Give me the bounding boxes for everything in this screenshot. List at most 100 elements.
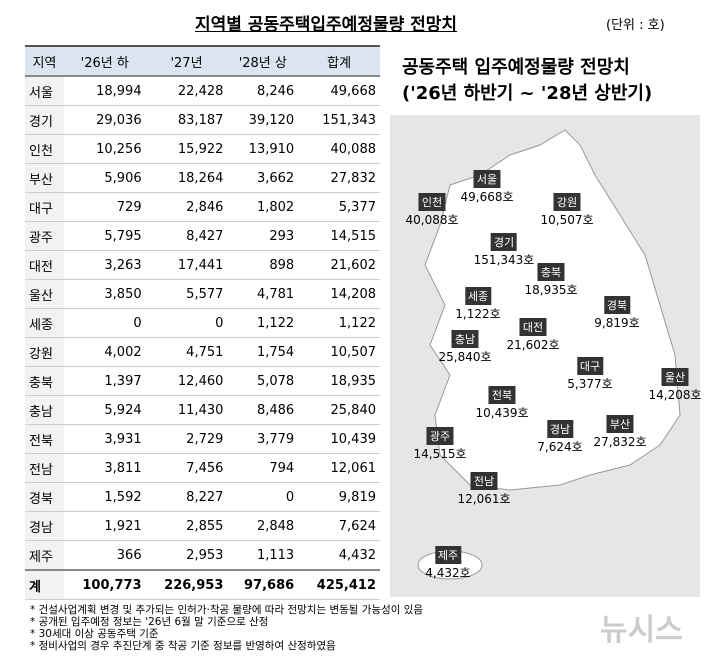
- row: 서울 18,994 22,428 8,246 49,668: [25, 76, 380, 106]
- cell: 1,754: [227, 337, 299, 367]
- cell: 14,208: [298, 279, 380, 309]
- cell: 전북: [25, 424, 64, 454]
- row: 인천 10,256 15,922 13,910 40,088: [25, 134, 380, 164]
- cell: 18,264: [145, 163, 228, 193]
- column-header: '26년 하: [63, 46, 146, 77]
- row: 충북 1,397 12,460 5,078 18,935: [25, 366, 380, 396]
- cell: 2,855: [145, 511, 228, 541]
- map-label: 광주 14,515호: [413, 427, 467, 462]
- cell: 8,427: [145, 221, 228, 251]
- cell: 0: [227, 482, 299, 512]
- cell: 5,795: [63, 221, 146, 251]
- cell: 2,848: [227, 511, 299, 541]
- cell: 1,113: [227, 540, 299, 571]
- map-label: 울산 14,208호: [648, 368, 702, 403]
- map-title: 공동주택 입주예정물량 전망치: [402, 57, 630, 78]
- row: 대전 3,263 17,441 898 21,602: [25, 250, 380, 280]
- cell: 12,460: [145, 366, 228, 396]
- region-value: 10,507호: [540, 213, 594, 227]
- table: 지역 '26년 하 '27년 '28년 상 합계 서울 18,994 22,428 8,246 4…: [25, 45, 380, 600]
- cell: 1,592: [63, 482, 146, 512]
- region-name: 대전: [519, 318, 547, 336]
- region-name: 충남: [451, 330, 479, 348]
- cell: 충남: [25, 395, 64, 425]
- region-value: 25,840호: [438, 350, 492, 364]
- cell: 40,088: [298, 134, 380, 164]
- map-label: 강원 10,507호: [540, 193, 594, 228]
- column-header: 지역: [25, 46, 64, 77]
- cell: 5,078: [227, 366, 299, 396]
- row: 세종 0 0 1,122 1,122: [25, 308, 380, 338]
- cell: 부산: [25, 163, 64, 193]
- cell: 226,953: [145, 570, 228, 600]
- region-name: 강원: [553, 193, 581, 211]
- row: 제주 366 2,953 1,113 4,432: [25, 540, 380, 571]
- cell: 전남: [25, 453, 64, 483]
- cell: 10,439: [298, 424, 380, 454]
- watermark: 뉴시스: [600, 613, 683, 648]
- cell: 18,994: [63, 76, 146, 106]
- region-value: 21,602호: [506, 338, 560, 352]
- cell: 3,811: [63, 453, 146, 483]
- cell: 5,377: [298, 192, 380, 222]
- map-label: 전북 10,439호: [475, 386, 529, 421]
- cell: 2,846: [145, 192, 228, 222]
- cell: 3,850: [63, 279, 146, 309]
- note: * 30세대 이상 공동주택 기준: [30, 628, 159, 640]
- cell: 울산: [25, 279, 64, 309]
- map-label: 충남 25,840호: [438, 330, 492, 365]
- cell: 100,773: [63, 570, 146, 600]
- cell: 898: [227, 250, 299, 280]
- map-subtitle: ('26년 하반기 ~ '28년 상반기): [402, 83, 653, 104]
- region-value: 10,439호: [475, 406, 529, 420]
- cell: 293: [227, 221, 299, 251]
- map-panel: 공동주택 입주예정물량 전망치 ('26년 하반기 ~ '28년 상반기): [390, 45, 700, 597]
- cell: 25,840: [298, 395, 380, 425]
- cell: 세종: [25, 308, 64, 338]
- row: 경기 29,036 83,187 39,120 151,343: [25, 105, 380, 135]
- map-label: 인천 40,088호: [405, 193, 459, 228]
- cell: 1,122: [298, 308, 380, 338]
- cell: 5,906: [63, 163, 146, 193]
- cell: 0: [63, 308, 146, 338]
- region-value: 151,343호: [473, 253, 535, 267]
- map-label: 부산 27,832호: [593, 415, 647, 450]
- cell: 12,061: [298, 453, 380, 483]
- cell: 4,751: [145, 337, 228, 367]
- cell: 10,507: [298, 337, 380, 367]
- cell: 2,729: [145, 424, 228, 454]
- row: 울산 3,850 5,577 4,781 14,208: [25, 279, 380, 309]
- map-label: 세종 1,122호: [455, 287, 501, 322]
- cell: 22,428: [145, 76, 228, 106]
- cell: 13,910: [227, 134, 299, 164]
- note: * 건설사업계획 변경 및 추가되는 인허가·착공 물량에 따라 전망치는 변동…: [30, 604, 424, 616]
- cell: 1,921: [63, 511, 146, 541]
- map: [417, 129, 681, 580]
- cell: 8,227: [145, 482, 228, 512]
- region-name: 제주: [434, 546, 462, 564]
- cell: 794: [227, 453, 299, 483]
- region-name: 대구: [576, 357, 604, 375]
- region-value: 40,088호: [405, 213, 459, 227]
- cell: 39,120: [227, 105, 299, 135]
- region-value: 14,208호: [648, 388, 702, 402]
- row: 계 100,773 226,953 97,686 425,412: [25, 570, 380, 600]
- cell: 14,515: [298, 221, 380, 251]
- row: 부산 5,906 18,264 3,662 27,832: [25, 163, 380, 193]
- cell: 7,624: [298, 511, 380, 541]
- cell: 729: [63, 192, 146, 222]
- cell: 3,931: [63, 424, 146, 454]
- region-value: 49,668호: [460, 190, 514, 204]
- cell: 서울: [25, 76, 64, 106]
- column-header: 합계: [298, 46, 380, 77]
- cell: 5,924: [63, 395, 146, 425]
- region-value: 5,377호: [567, 377, 613, 391]
- region-name: 광주: [426, 427, 454, 445]
- row: 충남 5,924 11,430 8,486 25,840: [25, 395, 380, 425]
- cell: 8,246: [227, 76, 299, 106]
- region-value: 7,624호: [537, 440, 583, 454]
- region-name: 경북: [603, 296, 631, 314]
- cell: 17,441: [145, 250, 228, 280]
- cell: 인천: [25, 134, 64, 164]
